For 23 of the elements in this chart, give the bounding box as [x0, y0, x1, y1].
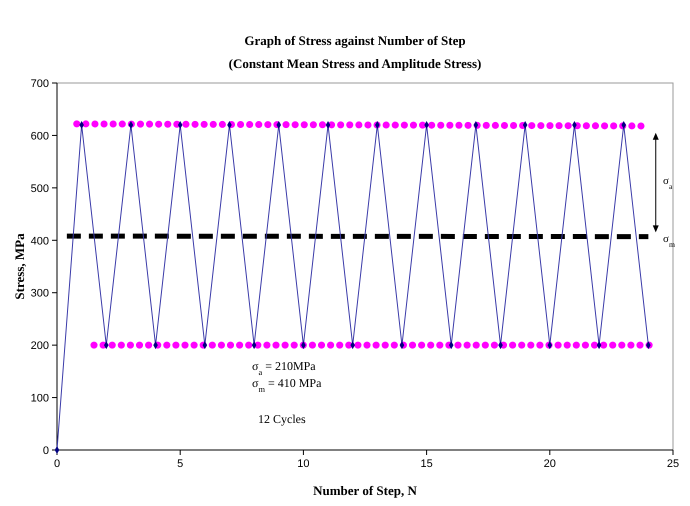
- chart-title: Graph of Stress against Number of Step: [244, 33, 466, 48]
- x-tick-label: 20: [544, 458, 556, 470]
- x-tick-label: 25: [666, 458, 680, 470]
- annotation: σ$_{m}$ = 410 MPa: [252, 376, 322, 394]
- annotation: σ$_{m}$: [663, 233, 675, 248]
- x-tick-label: 5: [177, 458, 184, 470]
- x-tick-label: 0: [54, 458, 60, 470]
- x-axis-title: Number of Step, N: [313, 483, 418, 498]
- y-axis-title: Stress, MPa: [12, 232, 27, 300]
- y-tick-label: 100: [30, 392, 49, 405]
- x-tick-label: 10: [297, 458, 310, 470]
- y-tick-label: 200: [30, 340, 49, 352]
- y-tick-label: 700: [30, 78, 49, 90]
- annotation: σ$_{a}$ = 210MPa: [252, 359, 316, 376]
- y-tick-label: 300: [30, 288, 49, 300]
- y-tick-label: 600: [30, 130, 49, 142]
- y-tick-label: 400: [30, 235, 49, 248]
- annotation: σ$_{a}$: [663, 175, 673, 190]
- x-tick-label: 15: [420, 458, 433, 470]
- y-tick-label: 0: [42, 445, 49, 457]
- y-tick-label: 500: [30, 182, 49, 195]
- chart-subtitle: (Constant Mean Stress and Amplitude Stress): [228, 56, 482, 71]
- annotation: 12 Cycles: [258, 412, 306, 426]
